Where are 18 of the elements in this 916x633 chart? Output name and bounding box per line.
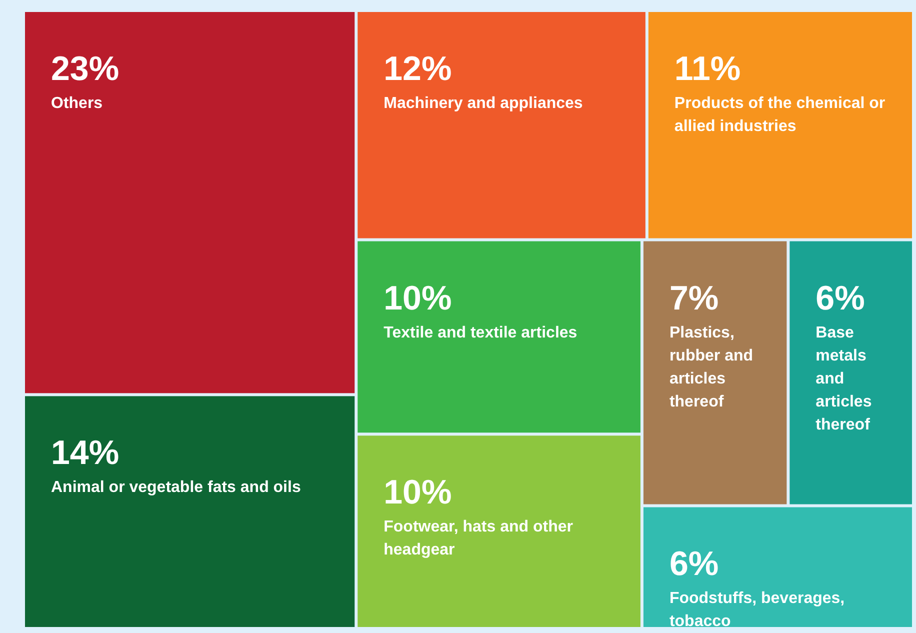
data-label: 7% (669, 279, 719, 318)
data-label: 10% (384, 279, 452, 318)
category-label: Footwear, hats and other headgear (384, 518, 573, 559)
data-label: 14% (51, 434, 120, 472)
category-label: Textile and textile articles (384, 324, 578, 342)
category-label: Plastics, rubber and articles thereof (669, 324, 754, 410)
category-label: Animal or vegetable fats and oils (51, 479, 301, 496)
data-label: 11% (674, 50, 741, 88)
data-label: 6% (816, 279, 865, 318)
data-label: 12% (384, 50, 452, 88)
data-label: 23% (51, 50, 120, 88)
category-label: Base metals and articles thereof (816, 324, 872, 434)
category-label: Products of the chemical or allied industries (674, 95, 886, 135)
category-label: Foodstuffs, beverages, tobacco (669, 590, 845, 630)
data-label: 6% (669, 545, 719, 584)
data-label: 10% (384, 474, 452, 512)
category-label: Others (51, 95, 103, 112)
category-label: Machinery and appliances (384, 95, 583, 112)
